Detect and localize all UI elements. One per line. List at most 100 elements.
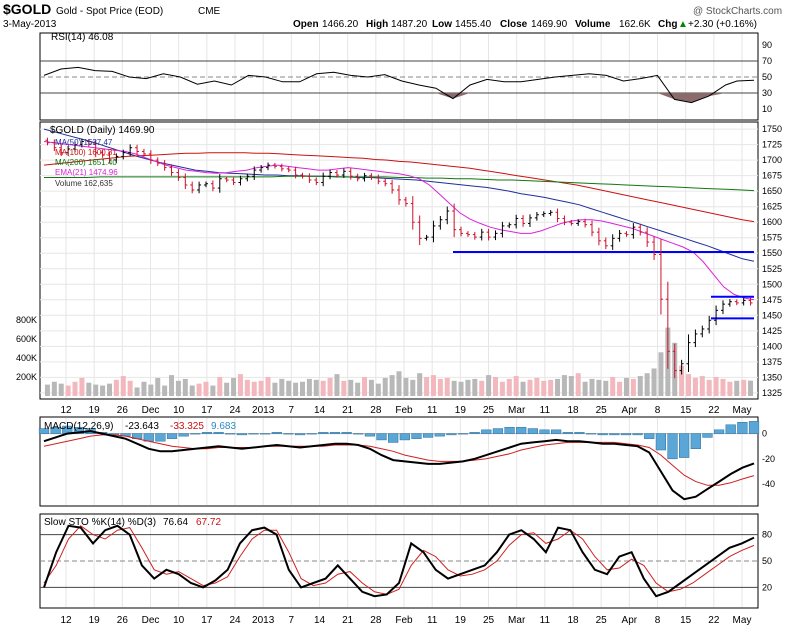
x-tick-label: 26 bbox=[117, 405, 129, 416]
rsi-y-tick-label: 10 bbox=[762, 104, 772, 114]
volume-bar bbox=[658, 352, 664, 396]
low-value: 1455.40 bbox=[455, 19, 492, 30]
macd-histogram-bar bbox=[748, 421, 760, 434]
volume-bar bbox=[355, 382, 361, 396]
macd-signal-line bbox=[43, 434, 755, 486]
volume-bar bbox=[520, 381, 526, 396]
x-tick-label: 18 bbox=[567, 615, 579, 626]
macd-histogram-bar bbox=[597, 433, 608, 436]
volume-bar bbox=[713, 377, 719, 396]
volume-bar bbox=[603, 380, 609, 396]
volume-bar bbox=[610, 377, 616, 396]
moving-average-line bbox=[43, 152, 755, 223]
x-tick-label: May bbox=[733, 405, 752, 416]
volume-bar bbox=[265, 377, 271, 396]
x-tick-label: 11 bbox=[427, 615, 438, 626]
sto-k-line bbox=[43, 524, 755, 598]
volume-bar bbox=[244, 379, 250, 396]
macd-histogram-bar bbox=[702, 433, 713, 438]
macd-histogram-bar bbox=[620, 433, 632, 436]
x-tick-label: 2013 bbox=[252, 405, 275, 416]
x-tick-label: Feb bbox=[395, 405, 413, 416]
volume-bar bbox=[458, 381, 464, 396]
volume-bar bbox=[651, 368, 657, 396]
rsi-panel bbox=[39, 32, 759, 121]
macd-histogram-bar bbox=[388, 433, 399, 443]
x-tick-label: 15 bbox=[680, 405, 692, 416]
price-y-tick-label: 1525 bbox=[762, 264, 782, 274]
rsi-y-tick-label: 70 bbox=[762, 56, 772, 66]
volume-bar bbox=[51, 381, 57, 396]
rsi-y-tick-label: 30 bbox=[762, 88, 772, 98]
exchange-label: CME bbox=[198, 6, 221, 17]
sto-y-tick-label: 80 bbox=[762, 530, 772, 540]
volume-bar bbox=[555, 378, 561, 396]
price-y-tick-label: 1575 bbox=[762, 233, 782, 243]
volume-bar bbox=[741, 379, 747, 396]
x-tick-label: 17 bbox=[201, 615, 213, 626]
x-tick-label: 11 bbox=[427, 405, 438, 416]
volume-bar bbox=[348, 379, 354, 396]
moving-average-line bbox=[43, 141, 755, 301]
x-tick-label: 24 bbox=[229, 615, 241, 626]
x-tick-label: 2013 bbox=[252, 615, 275, 626]
macd-histogram-bar bbox=[539, 429, 550, 434]
x-tick-label: Mar bbox=[508, 405, 526, 416]
volume-bar bbox=[231, 377, 237, 396]
macd-histogram-bar bbox=[178, 433, 189, 437]
x-tick-label: 19 bbox=[89, 405, 101, 416]
volume-bar bbox=[727, 381, 733, 396]
volume-bar bbox=[293, 382, 299, 396]
volume-bar bbox=[706, 379, 712, 396]
volume-bar bbox=[258, 380, 264, 396]
macd-y-tick-label: -20 bbox=[762, 454, 775, 464]
price-y-tick-label: 1625 bbox=[762, 202, 782, 212]
volume-bar bbox=[93, 384, 99, 396]
volume-y-tick-label: 600K bbox=[16, 334, 37, 344]
price-panel bbox=[39, 121, 759, 400]
volume-bar bbox=[699, 376, 705, 396]
macd-histogram-bar bbox=[516, 427, 527, 434]
price-y-tick-label: 1675 bbox=[762, 171, 782, 181]
price-y-tick-label: 1475 bbox=[762, 295, 782, 305]
macd-histogram-bar bbox=[318, 432, 329, 434]
marks-layer bbox=[38, 66, 760, 598]
macd-histogram-bar bbox=[294, 433, 306, 436]
volume-bar bbox=[162, 385, 168, 396]
macd-histogram-bar bbox=[213, 432, 224, 434]
macd-histogram-bar bbox=[50, 427, 61, 434]
volume-bar bbox=[72, 381, 78, 396]
volume-bar bbox=[341, 380, 347, 396]
x-tick-label: 8 bbox=[655, 405, 661, 416]
x-tick-label: 28 bbox=[370, 405, 382, 416]
macd-histogram-bar bbox=[166, 433, 178, 439]
volume-bar bbox=[692, 377, 698, 396]
macd-line bbox=[43, 430, 755, 501]
macd-histogram-bar bbox=[446, 433, 457, 436]
volume-bar bbox=[534, 377, 540, 396]
sto-legend-label: Slow STO %K(14) %D(3) bbox=[44, 517, 156, 528]
macd-histogram-bar bbox=[725, 424, 736, 434]
x-tick-label: 11 bbox=[540, 615, 551, 626]
macd-histogram-bar bbox=[504, 427, 515, 434]
x-tick-label: Apr bbox=[622, 615, 638, 626]
x-tick-label: Dec bbox=[142, 615, 160, 626]
price-y-tick-label: 1600 bbox=[762, 217, 782, 227]
volume-bar bbox=[513, 376, 519, 396]
volume-bar bbox=[368, 379, 374, 396]
moving-average-line bbox=[44, 175, 755, 192]
volume-bar bbox=[479, 380, 485, 396]
volume-bar bbox=[679, 365, 685, 396]
volume-bar bbox=[175, 380, 181, 396]
macd-legend-signal: -33.325 bbox=[170, 421, 204, 432]
volume-bar bbox=[334, 374, 340, 396]
open-value: 1466.20 bbox=[322, 19, 359, 30]
volume-bar bbox=[686, 374, 692, 396]
volume-legend: Volume 162,635 bbox=[55, 179, 113, 188]
volume-bar bbox=[134, 387, 140, 396]
volume-bar bbox=[279, 378, 285, 396]
x-tick-label: 19 bbox=[455, 615, 467, 626]
rsi-y-tick-label: 50 bbox=[762, 72, 772, 82]
volume-bar bbox=[506, 378, 512, 396]
volume-bar bbox=[561, 375, 567, 396]
